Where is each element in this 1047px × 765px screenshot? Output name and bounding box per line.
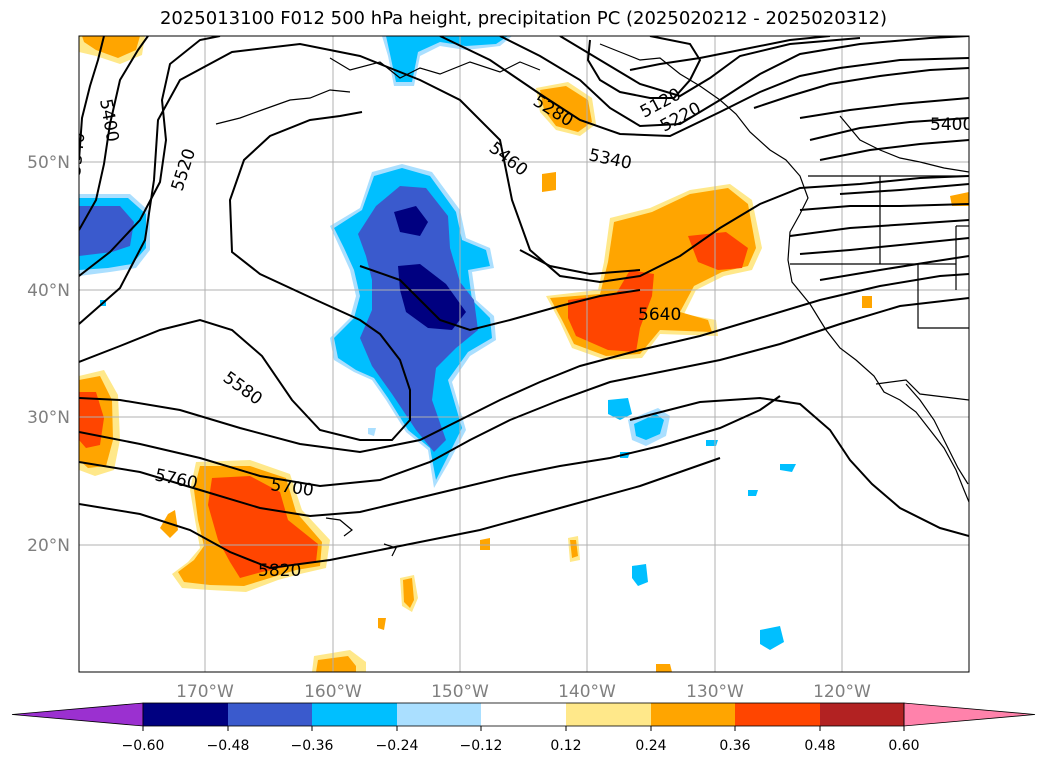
graticule bbox=[79, 36, 969, 672]
colorbar-tick-label: 0.12 bbox=[550, 738, 581, 754]
contour-label: 5340 bbox=[65, 131, 89, 176]
contour-label: 5400 bbox=[930, 115, 973, 135]
colorbar-segment bbox=[397, 703, 481, 726]
lon-label: 130°W bbox=[686, 682, 744, 702]
latitude-labels: 50°N 40°N 30°N 20°N bbox=[27, 153, 70, 556]
colorbar-tick-label: 0.24 bbox=[635, 738, 666, 754]
lat-label: 40°N bbox=[27, 281, 70, 301]
contour-label: 5640 bbox=[638, 305, 681, 325]
lon-label: 160°W bbox=[304, 682, 362, 702]
colorbar-tick-label: −0.24 bbox=[376, 738, 419, 754]
colorbar-segment bbox=[312, 703, 397, 726]
colorbar-left-extension bbox=[11, 702, 144, 727]
colorbar-tick-label: −0.12 bbox=[460, 738, 503, 754]
lat-label: 30°N bbox=[27, 408, 70, 428]
map-plot-area: 5400 5340 5520 5280 5460 5340 5120 5220 … bbox=[65, 36, 973, 672]
lon-label: 170°W bbox=[176, 682, 234, 702]
colorbar-segment bbox=[735, 703, 820, 726]
height-contours bbox=[79, 36, 969, 570]
colorbar-tick-label: 0.36 bbox=[719, 738, 750, 754]
colorbar-tick-label: −0.48 bbox=[207, 738, 250, 754]
contour-label: 5820 bbox=[258, 561, 301, 581]
map-title: 2025013100 F012 500 hPa height, precipit… bbox=[159, 8, 888, 29]
colorbar-right-extension bbox=[903, 702, 1036, 727]
colorbar-segment bbox=[228, 703, 312, 726]
colorbar-tick-label: 0.48 bbox=[804, 738, 835, 754]
colorbar-tick-label: 0.60 bbox=[888, 738, 919, 754]
plot-frame bbox=[78, 35, 970, 673]
lon-label: 120°W bbox=[813, 682, 871, 702]
colorbar-segment bbox=[566, 703, 651, 726]
lon-label: 140°W bbox=[558, 682, 616, 702]
negative-precip-shading bbox=[79, 36, 796, 650]
lon-label: 150°W bbox=[431, 682, 489, 702]
colorbar-segment bbox=[820, 703, 904, 726]
colorbar-segment bbox=[651, 703, 735, 726]
longitude-labels: 170°W 160°W 150°W 140°W 130°W 120°W bbox=[176, 682, 871, 702]
colorbar-tick-label: −0.36 bbox=[291, 738, 334, 754]
coastlines bbox=[215, 43, 969, 557]
colorbar: −0.60 −0.48 −0.36 −0.24 −0.12 0.12 0.24 … bbox=[11, 702, 1036, 754]
lat-label: 20°N bbox=[27, 536, 70, 556]
lat-label: 50°N bbox=[27, 153, 70, 173]
colorbar-tick-label: −0.60 bbox=[122, 738, 165, 754]
colorbar-segment bbox=[143, 703, 228, 726]
colorbar-segment bbox=[481, 703, 566, 726]
